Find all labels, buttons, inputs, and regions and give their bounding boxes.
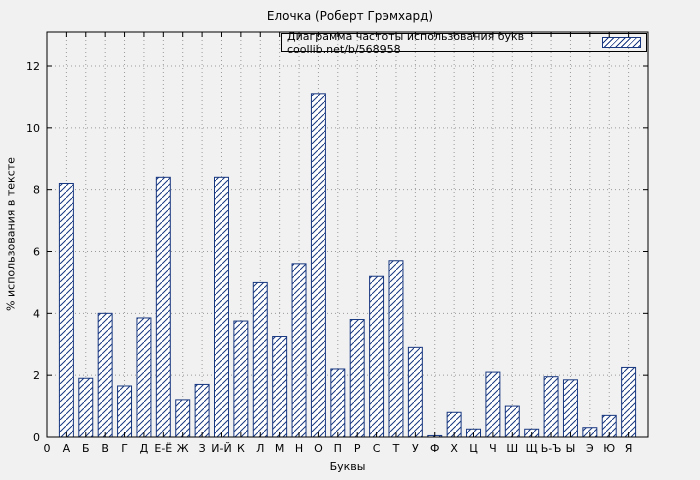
axes xyxy=(46,31,649,438)
svg-text:0: 0 xyxy=(44,442,51,455)
bar-П xyxy=(330,368,346,438)
y-tick-labels: 0 2 4 6 8 10 12 xyxy=(26,60,40,444)
bar-Ы xyxy=(562,379,578,438)
ticks xyxy=(47,32,648,438)
svg-text:А: А xyxy=(63,442,71,455)
bar-Т xyxy=(388,260,404,438)
svg-text:Э: Э xyxy=(586,442,594,455)
svg-text:Е-Ё: Е-Ё xyxy=(154,442,172,455)
svg-text:12: 12 xyxy=(26,60,40,73)
svg-text:Ч: Ч xyxy=(489,442,497,455)
svg-text:Ю: Ю xyxy=(603,442,615,455)
bar-Р xyxy=(349,319,365,438)
bar-Д xyxy=(136,317,152,438)
bar-Ч xyxy=(485,371,501,438)
bars xyxy=(58,93,637,438)
svg-text:У: У xyxy=(412,442,419,455)
svg-text:10: 10 xyxy=(26,122,40,135)
gridlines xyxy=(47,32,648,437)
bar-Н xyxy=(291,263,307,438)
bar-К xyxy=(233,320,249,438)
bar-В xyxy=(97,312,113,438)
svg-text:0: 0 xyxy=(33,431,40,444)
svg-text:З: З xyxy=(199,442,206,455)
svg-text:Ы: Ы xyxy=(566,442,576,455)
bar-Ж xyxy=(175,399,191,438)
svg-text:Н: Н xyxy=(295,442,303,455)
bar-З xyxy=(194,383,210,438)
bar-Е-Ё xyxy=(155,176,171,438)
svg-text:Ц: Ц xyxy=(469,442,478,455)
svg-text:6: 6 xyxy=(33,246,40,259)
svg-text:Ж: Ж xyxy=(177,442,189,455)
svg-text:Щ: Щ xyxy=(526,442,538,455)
svg-text:Т: Т xyxy=(392,442,400,455)
svg-text:8: 8 xyxy=(33,184,40,197)
bar-С xyxy=(369,275,385,438)
bar-Л xyxy=(252,281,268,438)
legend: Диаграмма частоты использования букв coo… xyxy=(281,30,647,56)
svg-text:Г: Г xyxy=(121,442,128,455)
bar-У xyxy=(407,346,423,438)
svg-text:Ф: Ф xyxy=(430,442,439,455)
svg-text:В: В xyxy=(101,442,109,455)
svg-text:Р: Р xyxy=(354,442,361,455)
bar-Я xyxy=(621,366,637,438)
legend-swatch xyxy=(601,37,641,48)
x-tick-labels: 0 А Б В Г Д Е-Ё Ж З И-Й К Л М Н О П Р С Т У Ф Х Ц Ч Ш Щ Ь-Ъ Ы Э Ю Я xyxy=(44,442,633,455)
x-axis-label: Буквы xyxy=(329,460,366,473)
bar-Г xyxy=(117,385,133,438)
svg-text:О: О xyxy=(314,442,323,455)
svg-text:И-Й: И-Й xyxy=(211,442,231,455)
bar-О xyxy=(310,93,326,438)
svg-text:П: П xyxy=(334,442,342,455)
svg-text:К: К xyxy=(237,442,245,455)
svg-text:Б: Б xyxy=(82,442,90,455)
bar-М xyxy=(272,336,288,438)
svg-text:2: 2 xyxy=(33,369,40,382)
chart-title: Елочка (Роберт Грэмхард) xyxy=(266,9,434,23)
bar-А xyxy=(58,182,74,438)
svg-text:Ь-Ъ: Ь-Ъ xyxy=(541,442,562,455)
bar-И-Й xyxy=(214,176,229,438)
legend-label: Диаграмма частоты использования букв coo… xyxy=(287,29,525,56)
svg-text:Я: Я xyxy=(625,442,633,455)
svg-text:С: С xyxy=(373,442,381,455)
svg-text:4: 4 xyxy=(33,307,40,320)
svg-text:Л: Л xyxy=(256,442,264,455)
bar-Б xyxy=(78,377,94,438)
svg-text:Х: Х xyxy=(450,442,458,455)
svg-text:Ш: Ш xyxy=(506,442,518,455)
svg-text:Д: Д xyxy=(140,442,149,455)
svg-text:М: М xyxy=(275,442,285,455)
bar-Ь-Ъ xyxy=(543,376,559,438)
